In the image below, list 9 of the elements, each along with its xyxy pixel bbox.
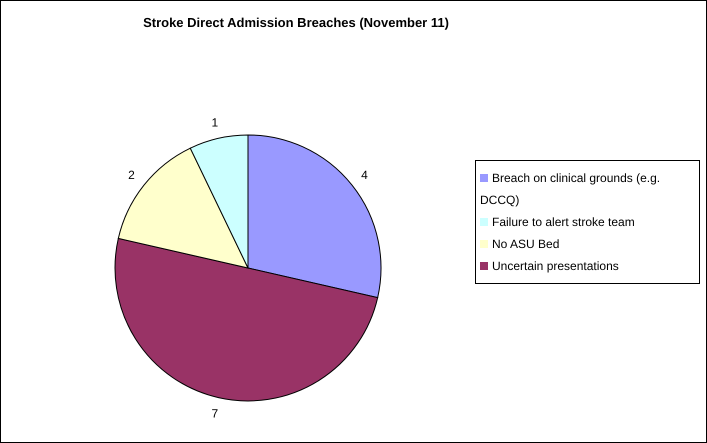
legend-label: Failure to alert stroke team	[492, 214, 635, 228]
data-label: 1	[212, 116, 218, 130]
legend-label: No ASU Bed	[492, 236, 560, 250]
legend-label: Breach on clinical grounds (e.g. DCCQ)	[480, 170, 660, 206]
data-label: 2	[128, 168, 136, 182]
data-label: 4	[361, 168, 368, 182]
legend-label: Uncertain presentations	[492, 258, 619, 272]
chart-title: Stroke Direct Admission Breaches (November 11)	[142, 15, 450, 30]
data-label: 7	[212, 406, 218, 420]
